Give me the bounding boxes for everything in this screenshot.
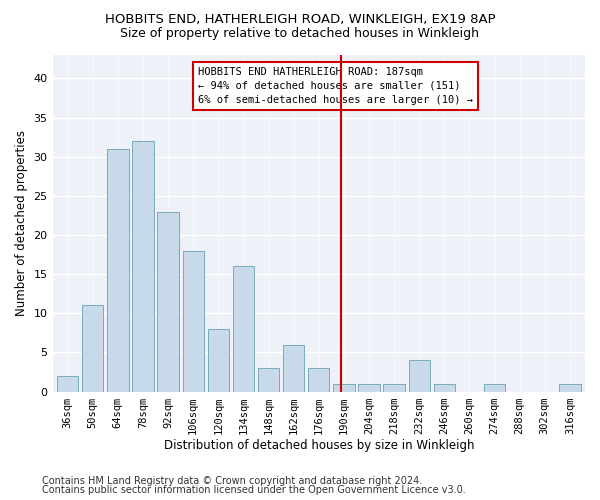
Bar [383,384,405,392]
Y-axis label: Number of detached properties: Number of detached properties [15,130,28,316]
Bar [233,266,254,392]
Bar [484,384,505,392]
Bar [82,306,103,392]
Bar [559,384,581,392]
Text: HOBBITS END, HATHERLEIGH ROAD, WINKLEIGH, EX19 8AP: HOBBITS END, HATHERLEIGH ROAD, WINKLEIGH… [104,12,496,26]
Bar [182,250,204,392]
Bar [308,368,329,392]
Bar [157,212,179,392]
Bar [409,360,430,392]
Bar [333,384,355,392]
Text: Contains public sector information licensed under the Open Government Licence v3: Contains public sector information licen… [42,485,466,495]
Bar [208,329,229,392]
Bar [258,368,279,392]
Bar [107,149,128,392]
Bar [283,344,304,392]
X-axis label: Distribution of detached houses by size in Winkleigh: Distribution of detached houses by size … [164,440,474,452]
Text: Contains HM Land Registry data © Crown copyright and database right 2024.: Contains HM Land Registry data © Crown c… [42,476,422,486]
Bar [132,141,154,392]
Bar [57,376,78,392]
Text: HOBBITS END HATHERLEIGH ROAD: 187sqm
← 94% of detached houses are smaller (151)
: HOBBITS END HATHERLEIGH ROAD: 187sqm ← 9… [198,66,473,104]
Bar [358,384,380,392]
Text: Size of property relative to detached houses in Winkleigh: Size of property relative to detached ho… [121,28,479,40]
Bar [434,384,455,392]
